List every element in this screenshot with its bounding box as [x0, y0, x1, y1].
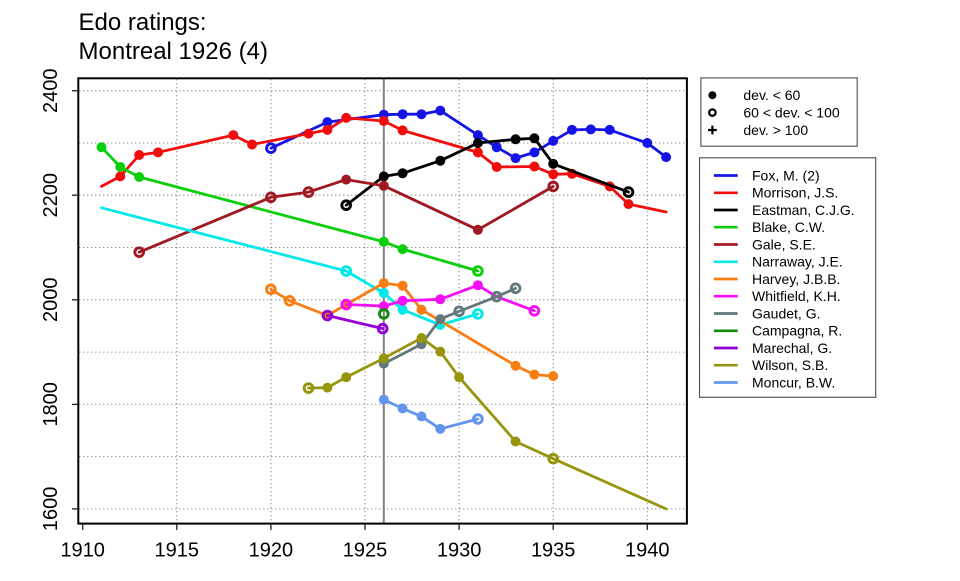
svg-text:Blake, C.W.: Blake, C.W. — [752, 219, 825, 235]
svg-text:Marechal, G.: Marechal, G. — [752, 340, 832, 356]
svg-text:Whitfield, K.H.: Whitfield, K.H. — [752, 288, 841, 304]
svg-text:Gaudet, G.: Gaudet, G. — [752, 305, 820, 321]
svg-text:Harvey, J.B.B.: Harvey, J.B.B. — [752, 271, 840, 287]
svg-text:dev. > 100: dev. > 100 — [743, 122, 808, 138]
svg-text:2000: 2000 — [40, 278, 62, 323]
svg-text:Eastman, C.J.G.: Eastman, C.J.G. — [752, 202, 855, 218]
svg-text:Moncur, B.W.: Moncur, B.W. — [752, 374, 835, 390]
svg-text:1910: 1910 — [60, 540, 105, 562]
svg-text:2400: 2400 — [40, 68, 62, 113]
svg-text:Narraway, J.E.: Narraway, J.E. — [752, 254, 843, 270]
svg-text:Montreal 1926 (4): Montreal 1926 (4) — [79, 38, 268, 65]
svg-text:Campagna, R.: Campagna, R. — [752, 323, 842, 339]
svg-text:Gale, S.E.: Gale, S.E. — [752, 236, 816, 252]
svg-text:60 < dev. < 100: 60 < dev. < 100 — [743, 105, 839, 121]
svg-text:1930: 1930 — [437, 540, 482, 562]
svg-text:Morrison, J.S.: Morrison, J.S. — [752, 185, 838, 201]
svg-text:dev. < 60: dev. < 60 — [743, 87, 800, 103]
svg-text:2200: 2200 — [40, 173, 62, 218]
svg-text:1920: 1920 — [249, 540, 294, 562]
svg-text:1915: 1915 — [155, 540, 200, 562]
svg-text:1940: 1940 — [625, 540, 670, 562]
svg-text:Wilson, S.B.: Wilson, S.B. — [752, 357, 828, 373]
svg-text:Edo ratings:: Edo ratings: — [79, 9, 207, 36]
svg-text:1800: 1800 — [40, 382, 62, 427]
svg-text:1935: 1935 — [531, 540, 576, 562]
svg-text:Fox, M. (2): Fox, M. (2) — [752, 167, 820, 183]
svg-text:1600: 1600 — [40, 487, 62, 532]
svg-text:1925: 1925 — [343, 540, 388, 562]
